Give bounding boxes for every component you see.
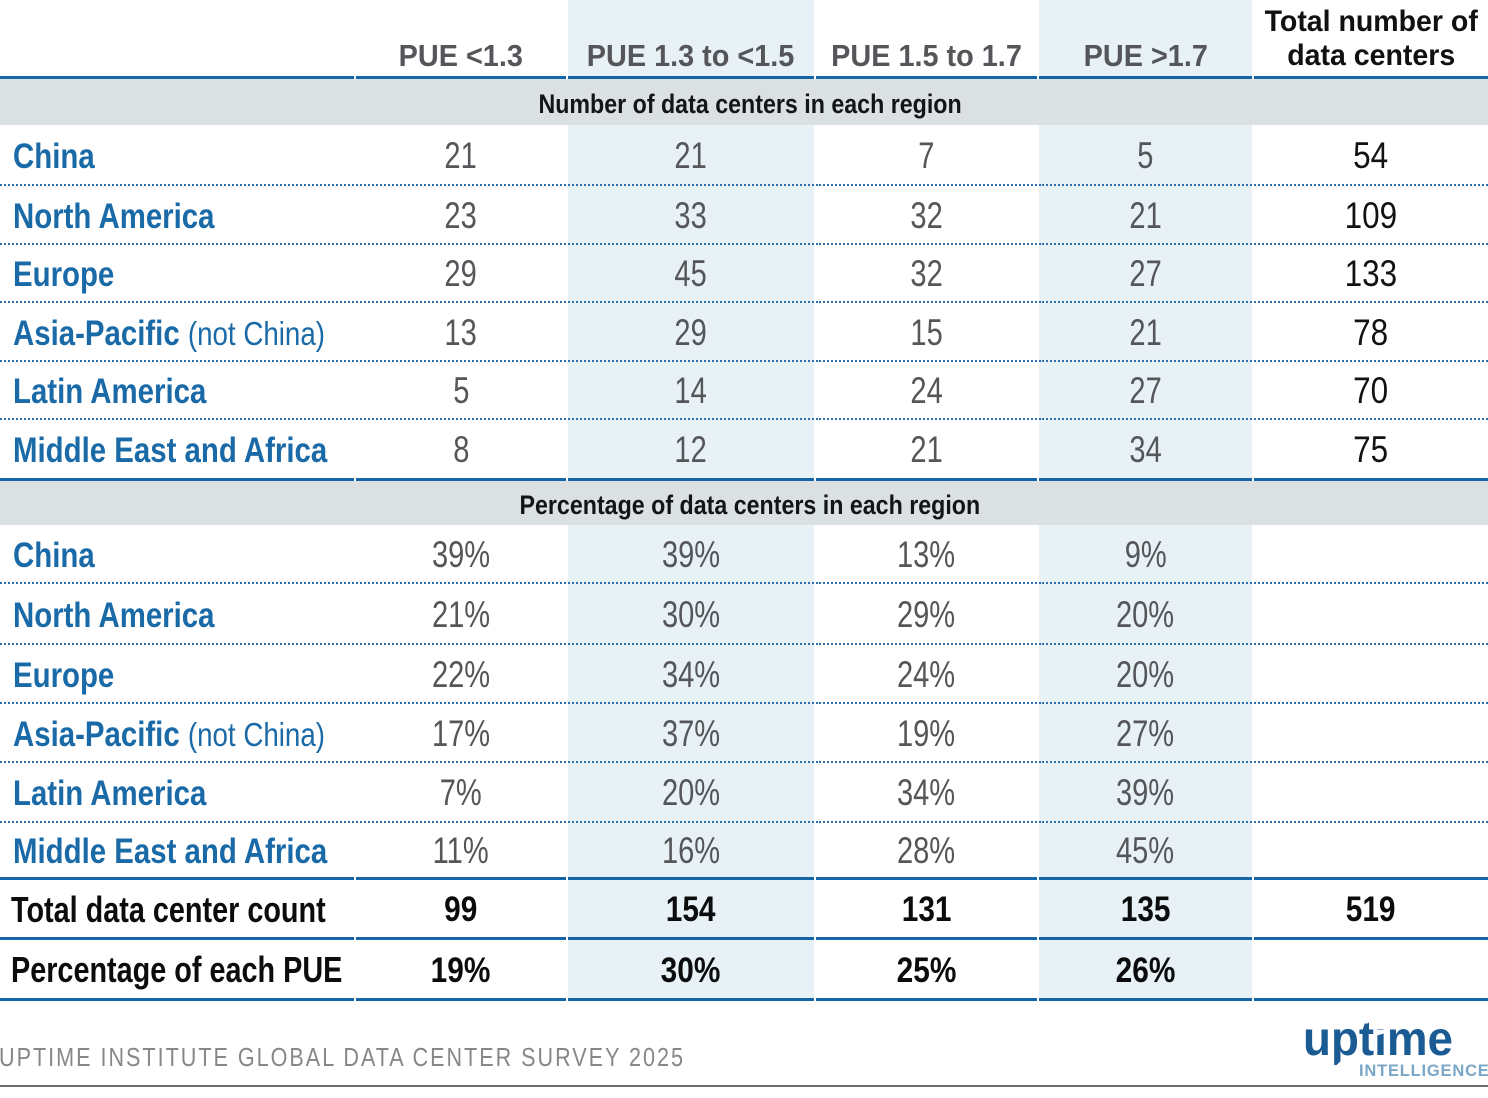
svg-text:INTELLIGENCE: INTELLIGENCE <box>1359 1062 1488 1080</box>
svg-text:uptıme: uptıme <box>1303 1016 1453 1066</box>
